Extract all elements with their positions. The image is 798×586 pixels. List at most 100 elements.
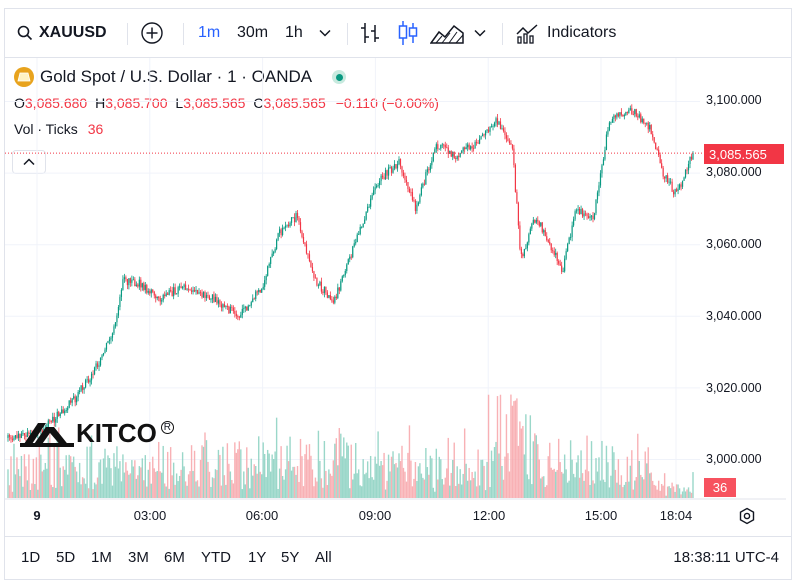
volume-bar bbox=[343, 437, 345, 498]
range-ytd[interactable]: YTD bbox=[201, 549, 231, 566]
volume-bar bbox=[604, 482, 606, 498]
volume-bar bbox=[150, 483, 152, 498]
candle-body bbox=[350, 256, 352, 258]
collapse-legend-button[interactable] bbox=[12, 150, 46, 174]
range-6m[interactable]: 6M bbox=[164, 549, 185, 566]
volume-bar bbox=[378, 465, 381, 498]
range-1y[interactable]: 1Y bbox=[248, 549, 267, 566]
volume-bar bbox=[223, 475, 226, 498]
compare-button[interactable] bbox=[140, 9, 164, 57]
volume-bar bbox=[304, 454, 306, 498]
candle-body bbox=[395, 164, 397, 169]
candle-body bbox=[514, 164, 517, 193]
bar-style-button[interactable] bbox=[359, 9, 381, 57]
volume-bar bbox=[208, 471, 211, 498]
volume-bar bbox=[423, 479, 426, 498]
interval-1m[interactable]: 1m bbox=[198, 24, 221, 41]
candle-body bbox=[532, 219, 534, 224]
area-style-button[interactable] bbox=[430, 9, 464, 57]
volume-bar bbox=[10, 456, 12, 498]
volume-bar bbox=[583, 480, 585, 498]
volume-bar bbox=[131, 460, 133, 498]
symbol-search[interactable]: XAUUSD bbox=[17, 9, 107, 57]
current-volume-badge: 36 bbox=[704, 478, 736, 497]
volume-bar bbox=[437, 479, 439, 498]
candle-body bbox=[295, 212, 297, 223]
volume-bar bbox=[643, 479, 645, 498]
volume-bar bbox=[34, 484, 36, 498]
volume-bar bbox=[16, 457, 18, 498]
volume-bar bbox=[553, 468, 555, 498]
candle-body bbox=[77, 391, 79, 398]
indicators-button[interactable]: Indicators bbox=[515, 9, 616, 57]
interval-dropdown[interactable] bbox=[319, 9, 331, 57]
volume-bar bbox=[277, 488, 279, 498]
candle-body bbox=[396, 164, 399, 169]
volume-bar bbox=[622, 487, 624, 498]
volume-bar bbox=[253, 464, 255, 498]
candle-body bbox=[280, 229, 282, 235]
volume-bar bbox=[523, 454, 526, 498]
volume-bar bbox=[25, 466, 27, 498]
volume-bar bbox=[153, 468, 155, 498]
volume-bar bbox=[477, 449, 479, 498]
candle-body bbox=[570, 237, 572, 238]
candle-body bbox=[678, 184, 681, 189]
settings-button[interactable] bbox=[738, 507, 756, 530]
candle-body bbox=[202, 291, 205, 298]
volume-bar bbox=[138, 466, 141, 498]
volume-bar bbox=[328, 469, 330, 498]
volume-bar bbox=[301, 456, 303, 498]
volume-bar bbox=[119, 461, 121, 498]
interval-30m[interactable]: 30m bbox=[237, 24, 269, 41]
candle-body bbox=[573, 219, 575, 226]
volume-bar bbox=[31, 483, 33, 498]
volume-bar bbox=[134, 460, 136, 498]
volume-value: 36 bbox=[87, 121, 104, 137]
range-5y[interactable]: 5Y bbox=[281, 549, 300, 566]
candle-body bbox=[470, 146, 472, 150]
volume-bar bbox=[341, 456, 343, 498]
volume-bar bbox=[314, 477, 317, 498]
candle-body bbox=[650, 124, 652, 135]
candle-body bbox=[19, 433, 21, 438]
candle-body bbox=[320, 281, 322, 292]
volume-bar bbox=[235, 452, 238, 498]
volume-bar bbox=[228, 463, 230, 498]
chart-type-dropdown[interactable] bbox=[474, 9, 486, 57]
candle-body bbox=[14, 435, 17, 438]
candles-button[interactable] bbox=[397, 9, 419, 57]
interval-1h[interactable]: 1h bbox=[285, 24, 303, 41]
candle-body bbox=[592, 215, 594, 220]
range-all[interactable]: All bbox=[315, 549, 332, 566]
volume-bar bbox=[560, 471, 563, 498]
candle-body bbox=[119, 296, 121, 308]
candle-body bbox=[177, 287, 179, 294]
clock-timezone[interactable]: 18:38:11 UTC-4 bbox=[673, 549, 779, 566]
candle-body bbox=[370, 198, 372, 207]
candle-body bbox=[684, 169, 687, 178]
candle-body bbox=[296, 212, 299, 218]
candle-body bbox=[105, 343, 108, 350]
volume-bar bbox=[460, 484, 463, 498]
range-1m[interactable]: 1M bbox=[91, 549, 112, 566]
volume-bar bbox=[90, 435, 93, 498]
volume-bar bbox=[428, 474, 430, 498]
range-3m[interactable]: 3M bbox=[128, 549, 149, 566]
range-5d[interactable]: 5D bbox=[56, 549, 76, 566]
candle-body bbox=[107, 340, 109, 344]
volume-bar bbox=[81, 477, 84, 498]
volume-bar bbox=[172, 462, 175, 498]
volume-bar bbox=[389, 471, 391, 498]
candle-body bbox=[317, 285, 320, 287]
candle-body bbox=[590, 215, 593, 217]
volume-bar bbox=[628, 481, 630, 498]
candle-body bbox=[90, 373, 93, 381]
volume-bar bbox=[568, 480, 570, 498]
volume-bar bbox=[40, 454, 42, 498]
range-1d[interactable]: 1D bbox=[21, 549, 41, 566]
volume-bar bbox=[644, 451, 646, 498]
candle-body bbox=[141, 283, 143, 288]
volume-bar bbox=[55, 487, 57, 498]
